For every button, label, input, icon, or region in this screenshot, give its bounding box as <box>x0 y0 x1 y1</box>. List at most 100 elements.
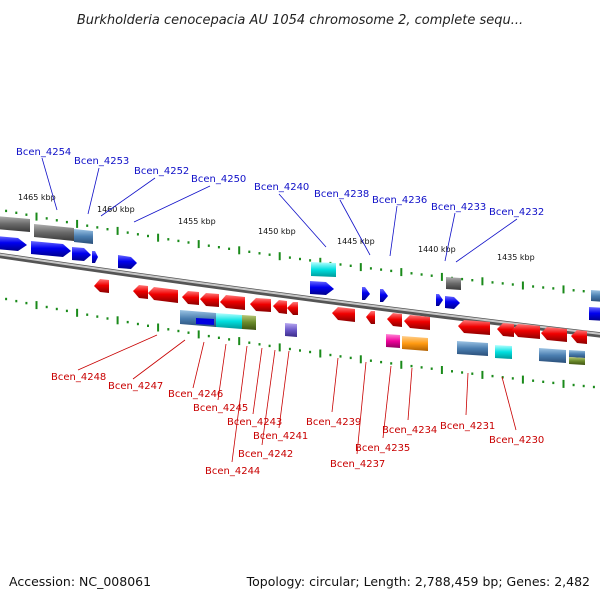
gene-feature[interactable] <box>366 311 375 324</box>
gene-feature[interactable] <box>589 307 600 321</box>
major-tick <box>278 252 281 261</box>
gene-label[interactable]: Bcen_4240 <box>254 182 309 193</box>
leader-line <box>133 185 211 223</box>
chromosome-backbone-highlight <box>0 253 600 335</box>
gene-feature[interactable] <box>216 313 242 329</box>
minor-tick <box>511 283 514 286</box>
leader-line <box>77 334 158 371</box>
minor-tick <box>491 281 494 284</box>
minor-tick <box>532 285 535 288</box>
gene-feature[interactable] <box>92 251 98 263</box>
minor-tick <box>248 250 251 253</box>
accession-text: Accession: NC_008061 <box>9 574 151 589</box>
gene-label[interactable]: Bcen_4231 <box>440 421 495 432</box>
gene-feature[interactable] <box>220 295 245 310</box>
gene-feature[interactable] <box>34 224 74 241</box>
leader-line <box>231 345 248 463</box>
gene-feature[interactable] <box>0 216 30 232</box>
major-tick <box>76 219 79 228</box>
gene-feature[interactable] <box>0 236 27 251</box>
gene-feature[interactable] <box>182 291 199 305</box>
gene-feature[interactable] <box>311 262 336 277</box>
scale-label: 1465 kbp <box>18 193 56 202</box>
gene-feature[interactable] <box>386 334 400 348</box>
gene-feature[interactable] <box>541 327 567 342</box>
gene-label[interactable]: Bcen_4243 <box>227 417 282 428</box>
gene-feature[interactable] <box>332 307 355 322</box>
gene-feature[interactable] <box>362 287 370 300</box>
minor-tick <box>126 320 129 324</box>
minor-tick <box>15 211 18 214</box>
minor-tick <box>461 277 464 281</box>
leader-line <box>389 205 398 257</box>
gene-label[interactable]: Bcen_4253 <box>74 156 129 167</box>
gene-feature[interactable] <box>569 350 585 358</box>
gene-feature[interactable] <box>310 281 334 295</box>
gene-feature[interactable] <box>74 229 93 244</box>
gene-feature[interactable] <box>591 290 600 302</box>
gene-label[interactable]: Bcen_4236 <box>372 195 427 206</box>
gene-label[interactable]: Bcen_4241 <box>253 431 308 442</box>
gene-label[interactable]: Bcen_4237 <box>330 459 385 470</box>
gene-label[interactable]: Bcen_4248 <box>51 372 106 383</box>
gene-feature[interactable] <box>571 330 587 344</box>
minor-tick <box>177 239 180 243</box>
minor-tick <box>187 241 190 244</box>
gene-feature[interactable] <box>148 287 178 303</box>
leader-line <box>339 199 371 256</box>
minor-tick <box>501 282 504 285</box>
scale-label: 1440 kbp <box>418 245 456 254</box>
gene-feature[interactable] <box>380 289 388 302</box>
gene-feature[interactable] <box>31 241 71 257</box>
gene-feature[interactable] <box>457 341 488 356</box>
gene-label[interactable]: Bcen_4247 <box>108 381 163 392</box>
gene-feature[interactable] <box>273 300 287 314</box>
minor-tick <box>410 272 413 275</box>
gene-feature[interactable] <box>445 296 460 309</box>
gene-feature[interactable] <box>495 345 512 359</box>
gene-label[interactable]: Bcen_4230 <box>489 435 544 446</box>
gene-feature[interactable] <box>446 277 461 290</box>
gene-feature[interactable] <box>250 298 271 312</box>
gene-label[interactable]: Bcen_4239 <box>306 417 361 428</box>
gene-feature[interactable] <box>458 320 490 335</box>
gene-label[interactable]: Bcen_4234 <box>382 425 437 436</box>
gene-label[interactable]: Bcen_4242 <box>238 449 293 460</box>
gene-label[interactable]: Bcen_4238 <box>314 189 369 200</box>
gene-feature[interactable] <box>94 279 109 293</box>
gene-label[interactable]: Bcen_4252 <box>134 166 189 177</box>
gene-label[interactable]: Bcen_4254 <box>16 147 71 158</box>
major-tick <box>521 281 524 290</box>
gene-feature[interactable] <box>569 357 585 365</box>
gene-feature[interactable] <box>539 348 566 363</box>
minor-tick <box>187 331 190 334</box>
gene-label[interactable]: Bcen_4250 <box>191 174 246 185</box>
gene-label[interactable]: Bcen_4235 <box>355 443 410 454</box>
gene-label[interactable]: Bcen_4244 <box>205 466 260 477</box>
gene-feature[interactable] <box>402 336 428 351</box>
gene-feature[interactable] <box>200 293 219 307</box>
leader-line <box>465 372 469 416</box>
gene-label[interactable]: Bcen_4233 <box>431 202 486 213</box>
gene-label[interactable]: Bcen_4245 <box>193 403 248 414</box>
gene-label[interactable]: Bcen_4246 <box>168 389 223 400</box>
gene-feature[interactable] <box>497 323 514 337</box>
gene-feature[interactable] <box>133 285 148 299</box>
gene-feature[interactable] <box>118 255 137 269</box>
gene-feature[interactable] <box>285 323 297 337</box>
gene-feature[interactable] <box>196 318 214 325</box>
gene-feature[interactable] <box>512 324 540 339</box>
minor-tick <box>329 353 332 357</box>
gene-feature[interactable] <box>72 247 91 261</box>
gene-feature[interactable] <box>287 302 298 315</box>
scale-ticks-outer <box>5 209 595 294</box>
minor-tick <box>299 349 301 352</box>
leader-line <box>87 167 100 215</box>
minor-tick <box>106 228 109 231</box>
gene-feature[interactable] <box>436 294 443 306</box>
gene-feature[interactable] <box>404 315 430 330</box>
gene-feature[interactable] <box>387 313 402 327</box>
gene-label[interactable]: Bcen_4232 <box>489 207 544 218</box>
minor-tick <box>309 259 312 262</box>
gene-feature[interactable] <box>242 315 256 330</box>
